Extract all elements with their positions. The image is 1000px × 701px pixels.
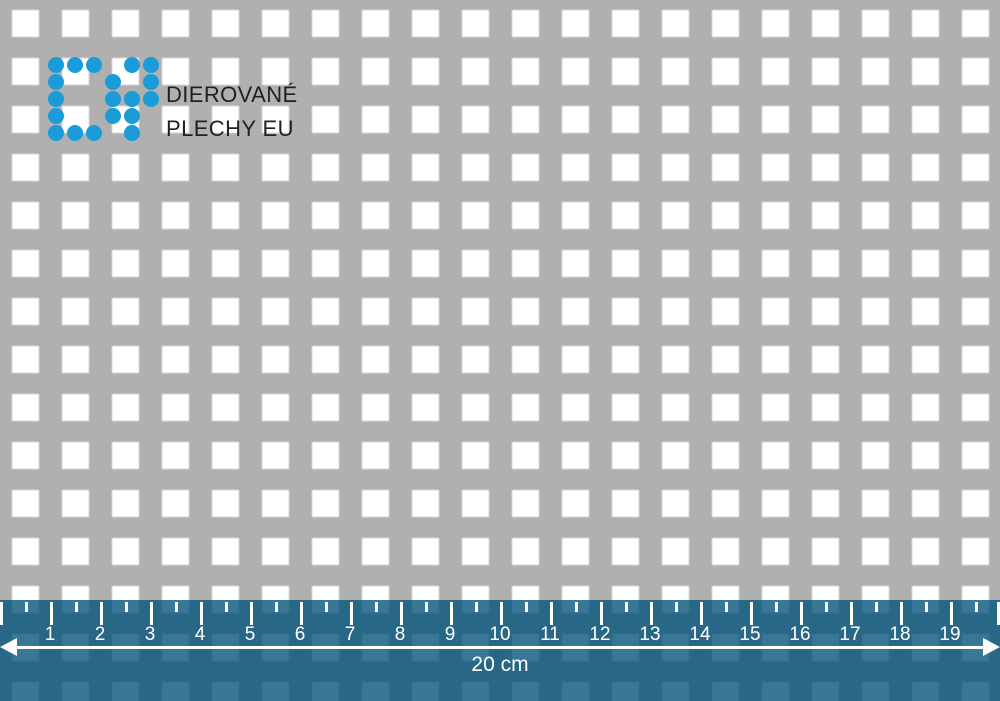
ruler-tick-major [250,602,253,625]
measurement-arrow-line [0,638,1000,656]
arrow-right-icon [983,638,1000,656]
ruler-tick-major [600,602,603,625]
ruler-tick-major [650,602,653,625]
brand-logo-line1: DIEROVANÉ [166,82,298,107]
logo-dot [48,108,64,124]
ruler-tick-major [850,602,853,625]
ruler-tick-major [450,602,453,625]
logo-dot [48,74,64,90]
ruler-tick-major [0,602,3,625]
scale-ruler-overlay: 20 cm 1 2 3 4 5 6 7 8 9 10 11 12 13 14 15 16 17 18 19 [0,600,1000,701]
logo-dot [143,74,159,90]
logo-dot [48,57,64,73]
ruler-tick-label: 9 [444,624,456,645]
ruler-tick-label: 19 [939,624,961,645]
ruler-tick-label: 18 [889,624,911,645]
ruler-tick-label: 1 [44,624,56,645]
ruler-tick-minor [225,602,228,612]
ruler-tick-minor [875,602,878,612]
ruler-tick-major [300,602,303,625]
ruler-tick-minor [375,602,378,612]
ruler-tick-minor [325,602,328,612]
brand-logo-line2: PLECHY EU [166,116,294,141]
logo-dot [67,57,83,73]
ruler-tick-minor [525,602,528,612]
logo-dot [124,108,140,124]
ruler-tick-minor [625,602,628,612]
ruler-tick-minor [925,602,928,612]
ruler-tick-minor [175,602,178,612]
brand-logo: DIEROVANÉ PLECHY EU [48,57,318,142]
ruler-tick-minor [475,602,478,612]
ruler-tick-major [700,602,703,625]
ruler-tick-minor [775,602,778,612]
ruler-tick-label: 8 [394,624,406,645]
logo-dot [124,91,140,107]
ruler-tick-label: 3 [144,624,156,645]
ruler-tick-major [100,602,103,625]
ruler-tick-minor [425,602,428,612]
arrow-left-icon [0,638,17,656]
ruler-tick-minor [825,602,828,612]
logo-dot [105,74,121,90]
ruler-tick-major [550,602,553,625]
ruler-tick-minor [725,602,728,612]
ruler-tick-minor [975,602,978,612]
logo-dot [124,125,140,141]
ruler-tick-label: 11 [540,624,560,645]
brand-logo-text: DIEROVANÉ PLECHY EU [166,78,366,146]
ruler-tick-label: 16 [789,624,811,645]
ruler-tick-minor [125,602,128,612]
ruler-tick-label: 17 [839,624,861,645]
ruler-tick-label: 6 [294,624,306,645]
logo-dot [143,57,159,73]
ruler-tick-label: 12 [589,624,611,645]
ruler-tick-minor [25,602,28,612]
ruler-tick-major [500,602,503,625]
ruler-tick-minor [675,602,678,612]
logo-dot [67,125,83,141]
ruler-tick-label: 13 [639,624,661,645]
ruler-tick-label: 15 [739,624,761,645]
ruler-tick-major [750,602,753,625]
logo-dot [48,91,64,107]
ruler-tick-label: 2 [94,624,106,645]
logo-dot [143,91,159,107]
ruler-tick-major [200,602,203,625]
ruler-tick-major [150,602,153,625]
dot-matrix-logo-icon [48,57,159,141]
ruler-tick-major [400,602,403,625]
ruler-tick-label: 5 [244,624,256,645]
ruler-tick-label: 4 [194,624,206,645]
logo-dot [48,125,64,141]
ruler-tick-major [997,602,1000,625]
ruler-tick-label: 7 [344,624,356,645]
ruler-tick-minor [575,602,578,612]
ruler-tick-minor [75,602,78,612]
logo-dot [86,57,102,73]
ruler-tick-major [900,602,903,625]
ruler-tick-major [50,602,53,625]
measurement-line-bar [10,646,990,649]
measurement-total-label: 20 cm [471,653,529,676]
ruler-tick-major [800,602,803,625]
logo-dot [105,108,121,124]
logo-dot [124,57,140,73]
logo-dot [86,125,102,141]
logo-dot [105,91,121,107]
ruler-tick-label: 14 [689,624,711,645]
ruler-tick-major [950,602,953,625]
ruler-tick-minor [275,602,278,612]
ruler-tick-label: 10 [489,624,511,645]
ruler-tick-major [350,602,353,625]
